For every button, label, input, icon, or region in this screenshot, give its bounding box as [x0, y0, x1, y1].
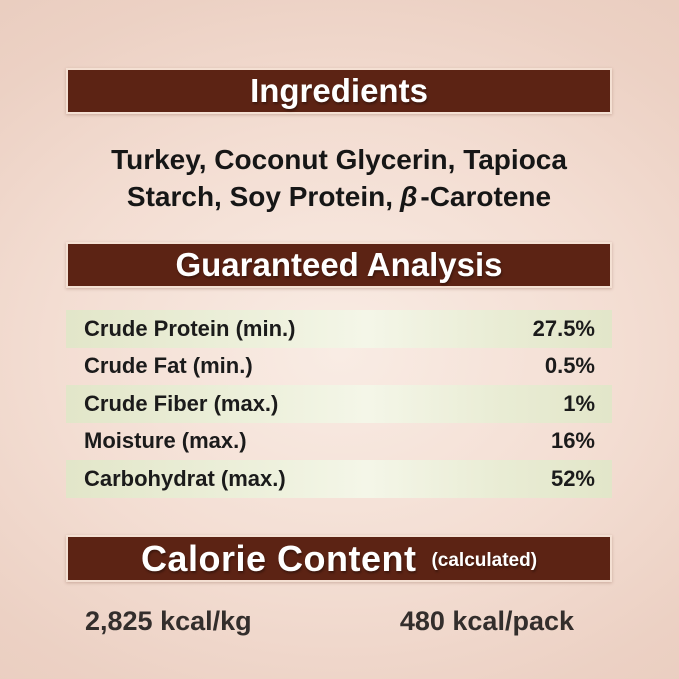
ingredients-line-2: Starch, Soy Protein, β -Carotene: [66, 178, 612, 215]
nutrient-name: Carbohydrat (max.): [84, 465, 286, 491]
nutrient-value: 0.5%: [544, 353, 595, 379]
ingredients-list: Turkey, Coconut Glycerin, Tapioca Starch…: [66, 141, 612, 215]
calorie-per-pack: 480 kcal/pack: [399, 606, 574, 636]
nutrient-name: Crude Fiber (max.): [84, 390, 279, 416]
ingredients-header-title: Ingredients: [250, 72, 428, 109]
nutrient-value: 1%: [563, 390, 595, 416]
table-row: Crude Fat (min.) 0.5%: [66, 348, 612, 386]
nutrient-value: 52%: [550, 465, 595, 491]
table-row: Crude Fiber (max.) 1%: [66, 385, 612, 423]
calorie-values-row: 2,825 kcal/kg 480 kcal/pack: [66, 606, 612, 637]
calorie-content-header-bar: Calorie Content (calculated): [66, 535, 612, 582]
ingredients-line-2-suffix: -Carotene: [420, 181, 552, 212]
nutrient-name: Crude Protein (min.): [84, 315, 296, 341]
nutrient-name: Crude Fat (min.): [84, 353, 253, 379]
beta-symbol: β: [399, 181, 418, 212]
table-row: Crude Protein (min.) 27.5%: [66, 310, 612, 348]
calorie-calculated-note: (calculated): [431, 549, 538, 571]
guaranteed-analysis-table: Crude Protein (min.) 27.5% Crude Fat (mi…: [66, 310, 612, 498]
guaranteed-analysis-header-title: Guaranteed Analysis: [175, 246, 503, 283]
calorie-content-title: Calorie Content: [140, 537, 417, 579]
ingredients-line-1: Turkey, Coconut Glycerin, Tapioca: [111, 144, 567, 175]
guaranteed-analysis-header-bar: Guaranteed Analysis: [66, 242, 612, 288]
nutrient-name: Moisture (max.): [84, 428, 247, 454]
table-row: Moisture (max.) 16%: [66, 423, 612, 461]
ingredients-line-2-prefix: Starch, Soy Protein,: [126, 181, 393, 212]
nutrient-value: 16%: [550, 428, 595, 454]
table-row: Carbohydrat (max.) 52%: [66, 460, 612, 498]
ingredients-header-bar: Ingredients: [66, 68, 612, 114]
nutrient-value: 27.5%: [532, 315, 595, 341]
calorie-per-kg: 2,825 kcal/kg: [85, 606, 252, 636]
